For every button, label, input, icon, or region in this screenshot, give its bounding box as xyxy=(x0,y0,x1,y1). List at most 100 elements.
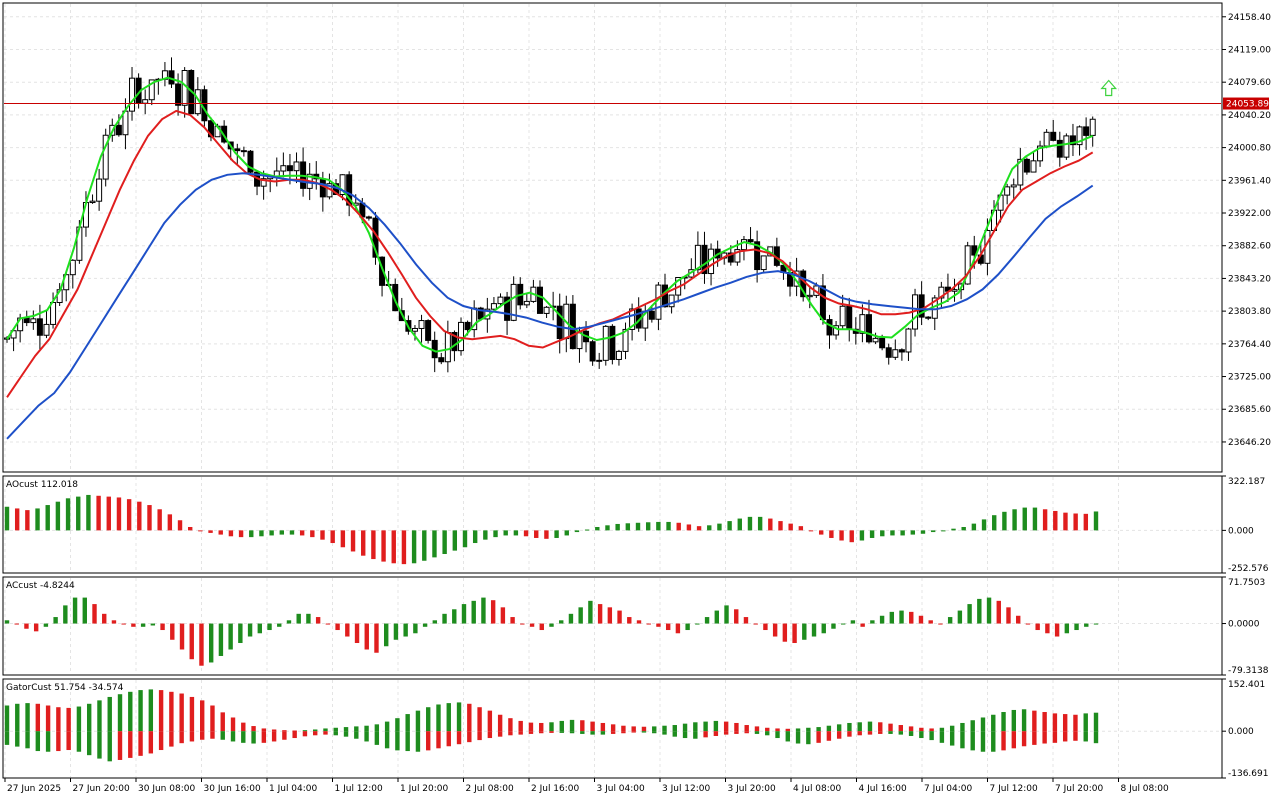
ac-bar xyxy=(802,623,807,640)
gator-bar xyxy=(826,731,832,741)
gator-bar xyxy=(210,731,215,739)
ac-bar xyxy=(559,620,564,624)
ac-bar xyxy=(471,600,476,624)
ac-bar xyxy=(354,623,360,644)
ac-bar xyxy=(131,623,136,627)
ao-bar xyxy=(45,505,50,531)
ao-bar xyxy=(391,530,396,564)
gator-bar xyxy=(826,725,832,732)
gator-bar xyxy=(939,727,945,732)
gator-bar xyxy=(169,731,174,747)
gator-bar xyxy=(97,700,102,732)
ao-bar xyxy=(961,526,966,531)
ac-bar xyxy=(4,620,10,624)
ac-bar xyxy=(520,623,525,625)
candle-body xyxy=(701,244,708,275)
gator-bar xyxy=(282,730,287,732)
ac-bar xyxy=(1025,623,1031,625)
gator-bar xyxy=(549,722,554,732)
gator-bar xyxy=(148,689,154,732)
candle-body xyxy=(865,314,872,343)
gator-bar xyxy=(549,731,554,733)
ao-bar xyxy=(717,523,722,531)
candle-body xyxy=(504,296,511,321)
y-tick-label: 0.0000 xyxy=(1228,620,1260,630)
ac-bar xyxy=(432,620,438,624)
ao-bar xyxy=(1053,510,1058,531)
candle-body xyxy=(1004,186,1011,196)
gator-bar xyxy=(867,731,873,735)
ac-bar xyxy=(1074,623,1079,631)
ao-bar xyxy=(116,497,122,531)
gator-bar xyxy=(1011,709,1017,732)
ac-bar xyxy=(111,620,117,624)
gator-bar xyxy=(426,731,431,751)
ac-bar xyxy=(14,623,19,625)
ao-bar xyxy=(147,505,152,531)
gator-bar xyxy=(302,730,308,732)
ao-bar xyxy=(14,508,20,531)
x-tick-label: 2 Jul 08:00 xyxy=(466,784,515,794)
ao-bar xyxy=(137,501,142,531)
ao-bar xyxy=(422,530,427,561)
ao-bar xyxy=(208,530,213,533)
ac-bar xyxy=(588,600,593,624)
ao-bar xyxy=(859,530,865,541)
ac-bar xyxy=(675,623,681,634)
gator-bars xyxy=(4,689,1099,762)
gator-bar xyxy=(343,731,349,737)
ao-bar xyxy=(890,530,895,536)
gator-bar xyxy=(456,702,462,732)
ao-title: AOcust 112.018 xyxy=(6,480,78,490)
ao-bar xyxy=(869,530,875,538)
gator-bar xyxy=(857,731,862,736)
ac-bar xyxy=(102,613,107,624)
candle-body xyxy=(609,325,616,360)
gator-bar xyxy=(580,731,585,734)
candle-body xyxy=(23,317,30,324)
candle-body xyxy=(918,294,925,318)
gator-bar xyxy=(970,731,975,751)
y-tick-label: 23725.00 xyxy=(1228,373,1271,383)
gator-bar xyxy=(970,720,975,732)
gator-bar xyxy=(991,714,996,732)
candle-body xyxy=(892,349,899,358)
ac-bar xyxy=(277,623,282,627)
ac-bar xyxy=(325,623,331,625)
y-tick-label: 24158.40 xyxy=(1228,13,1271,23)
ao-bar xyxy=(1083,513,1089,531)
ac-bar xyxy=(92,604,97,624)
gator-bar xyxy=(590,731,595,735)
candle-body xyxy=(115,124,122,136)
ao-bar xyxy=(727,521,732,531)
gator-bar xyxy=(1052,713,1058,732)
ao-bar xyxy=(971,523,977,531)
gator-bar xyxy=(713,731,719,736)
ac-bar xyxy=(743,617,749,624)
gator-bar xyxy=(354,731,359,739)
ac-bar xyxy=(870,620,875,624)
ac-bar xyxy=(422,623,428,627)
panel-frame-ao xyxy=(2,475,1223,574)
gator-bar xyxy=(785,728,790,732)
gator-bar xyxy=(939,731,945,743)
gator-bar xyxy=(56,707,61,732)
candle-body xyxy=(451,331,458,352)
gator-bar xyxy=(765,727,770,732)
y-tick-label: 24000.80 xyxy=(1228,144,1271,154)
gator-bar xyxy=(610,724,616,732)
gator-bar xyxy=(1021,731,1027,747)
ac-bar xyxy=(335,623,340,631)
x-tick-label: 8 Jul 08:00 xyxy=(1121,784,1170,794)
candle-body xyxy=(951,289,958,292)
candle-body xyxy=(826,319,833,336)
candle-body xyxy=(1063,135,1070,158)
candle-body xyxy=(833,325,840,336)
gator-bar xyxy=(456,731,462,745)
gator-bar xyxy=(528,731,534,734)
ao-bar xyxy=(1093,511,1099,531)
ac-bar xyxy=(286,620,292,624)
gator-bar xyxy=(395,718,400,732)
